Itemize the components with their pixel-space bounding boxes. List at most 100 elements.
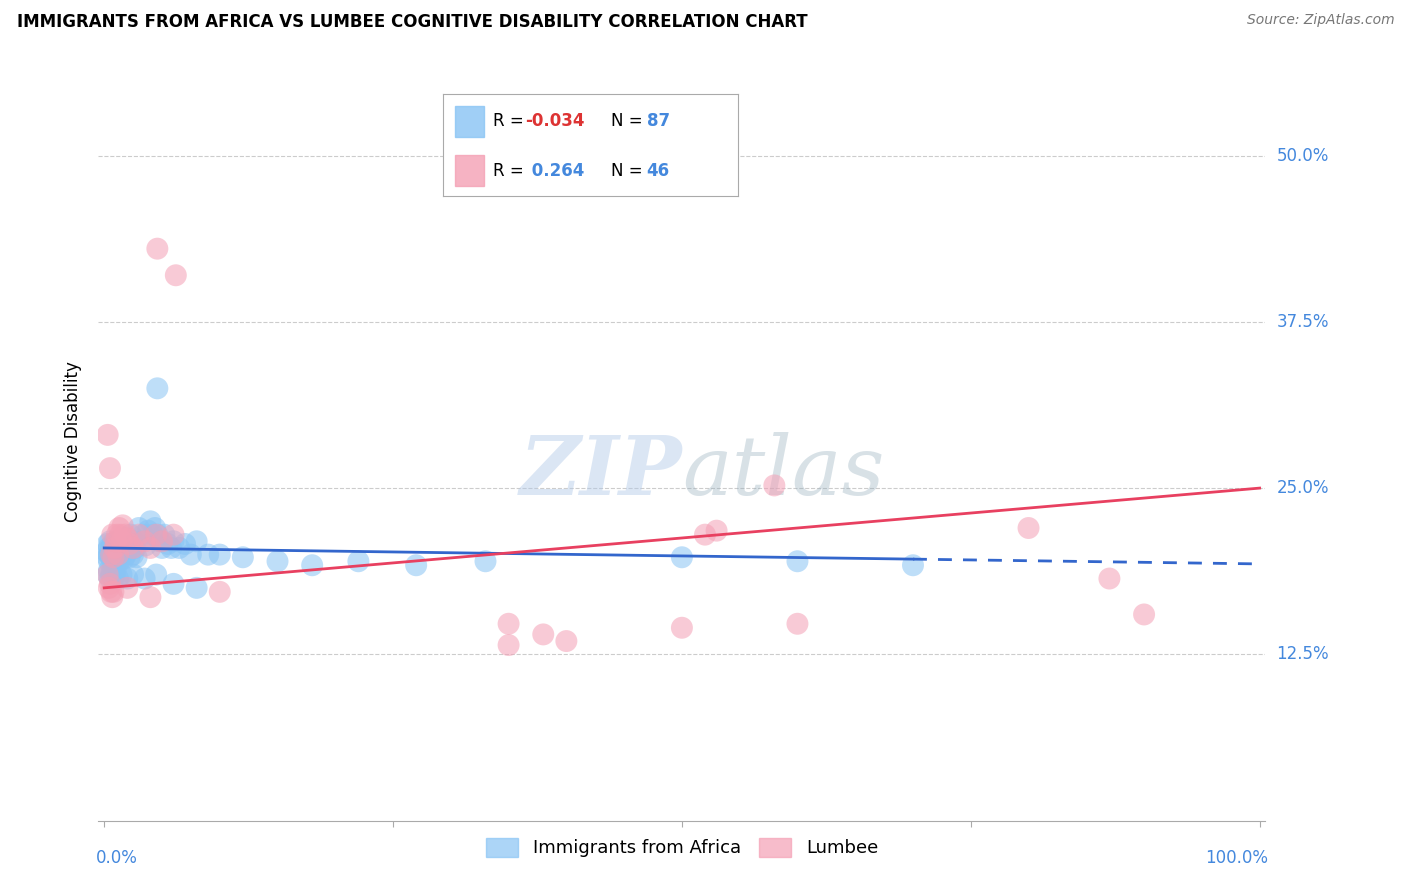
Point xyxy=(114,541,136,555)
Point xyxy=(100,567,122,582)
Point xyxy=(101,554,124,568)
Text: 100.0%: 100.0% xyxy=(1205,849,1268,867)
Point xyxy=(101,564,124,578)
Point xyxy=(1018,521,1040,535)
Legend: Immigrants from Africa, Lumbee: Immigrants from Africa, Lumbee xyxy=(478,830,886,864)
Point xyxy=(498,638,520,652)
Point xyxy=(111,548,134,562)
Point xyxy=(146,381,169,395)
Point xyxy=(96,545,118,559)
Point xyxy=(208,585,231,599)
Point xyxy=(146,527,169,541)
Point xyxy=(174,537,197,551)
Point xyxy=(186,534,208,549)
Point xyxy=(149,534,172,549)
Point xyxy=(139,514,162,528)
Point xyxy=(101,537,124,551)
Point xyxy=(129,534,152,549)
Point xyxy=(139,590,162,604)
Point xyxy=(671,621,693,635)
Point xyxy=(114,527,136,541)
Point xyxy=(301,558,323,573)
Point xyxy=(169,541,191,555)
Point xyxy=(128,527,150,541)
Point xyxy=(786,554,808,568)
Point xyxy=(105,548,128,562)
Text: 46: 46 xyxy=(647,161,669,179)
Point xyxy=(104,534,127,549)
Point xyxy=(98,461,121,475)
Point xyxy=(197,548,219,562)
Text: N =: N = xyxy=(612,112,648,130)
Point xyxy=(104,538,127,552)
Point xyxy=(266,554,288,568)
Point xyxy=(128,521,150,535)
Point xyxy=(706,524,728,538)
Point xyxy=(901,558,924,573)
Point xyxy=(110,567,132,582)
Point xyxy=(160,541,183,555)
Point xyxy=(117,532,139,546)
Text: IMMIGRANTS FROM AFRICA VS LUMBEE COGNITIVE DISABILITY CORRELATION CHART: IMMIGRANTS FROM AFRICA VS LUMBEE COGNITI… xyxy=(17,13,807,31)
Point xyxy=(162,527,184,541)
Text: 0.0%: 0.0% xyxy=(96,849,138,867)
Point xyxy=(97,428,120,442)
Text: R =: R = xyxy=(494,161,529,179)
Point xyxy=(134,572,156,586)
Point xyxy=(97,581,120,595)
Point xyxy=(165,268,187,283)
Point xyxy=(107,541,129,555)
Point xyxy=(1098,572,1121,586)
Point xyxy=(117,541,139,555)
Point xyxy=(104,567,127,582)
Point xyxy=(104,554,127,568)
Point xyxy=(103,543,125,558)
Point xyxy=(97,548,120,562)
Point xyxy=(103,585,125,599)
Point xyxy=(142,527,165,541)
Point xyxy=(104,550,127,565)
Point xyxy=(97,537,120,551)
Text: 37.5%: 37.5% xyxy=(1277,313,1329,331)
Point xyxy=(134,534,156,549)
Point xyxy=(105,527,128,541)
Point xyxy=(1133,607,1156,622)
Point xyxy=(97,541,120,555)
Point xyxy=(145,567,167,582)
Point xyxy=(98,534,121,549)
Text: atlas: atlas xyxy=(682,432,884,512)
Point xyxy=(162,577,184,591)
Text: N =: N = xyxy=(612,161,648,179)
Point xyxy=(118,550,141,565)
Point xyxy=(118,537,141,551)
Point xyxy=(101,590,124,604)
Point xyxy=(146,242,169,256)
Text: R =: R = xyxy=(494,112,529,130)
Bar xyxy=(454,155,484,186)
Point xyxy=(108,548,131,562)
Point xyxy=(122,567,145,582)
Point xyxy=(124,541,146,555)
Point xyxy=(100,550,122,565)
Point xyxy=(150,541,173,555)
Point xyxy=(97,554,120,568)
Point xyxy=(693,527,716,541)
Point xyxy=(125,550,148,565)
Point xyxy=(111,518,134,533)
Point xyxy=(104,541,127,555)
Point xyxy=(763,478,786,492)
Point xyxy=(143,521,166,535)
Point xyxy=(121,541,143,555)
Point xyxy=(103,572,125,586)
Point xyxy=(108,554,131,568)
Text: Source: ZipAtlas.com: Source: ZipAtlas.com xyxy=(1247,13,1395,28)
Point xyxy=(98,545,121,559)
Point xyxy=(555,634,578,648)
Point xyxy=(97,567,120,582)
Text: ZIP: ZIP xyxy=(519,432,682,512)
Text: 87: 87 xyxy=(647,112,669,130)
Text: 25.0%: 25.0% xyxy=(1277,479,1329,497)
Point xyxy=(156,537,179,551)
Point xyxy=(531,627,554,641)
Point xyxy=(135,538,157,552)
